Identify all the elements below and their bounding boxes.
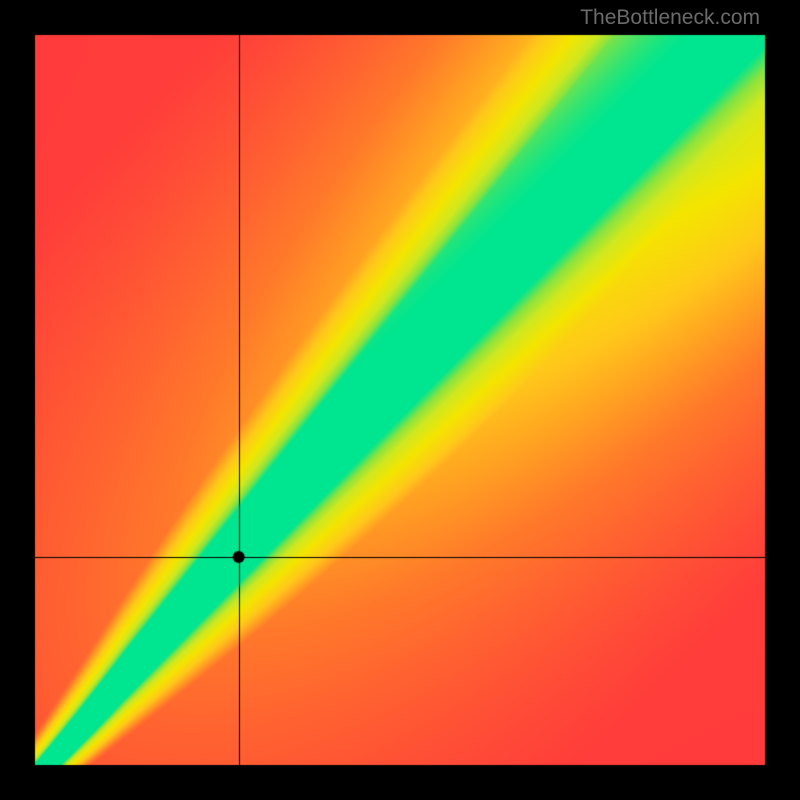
chart-container: TheBottleneck.com — [0, 0, 800, 800]
bottleneck-heatmap — [0, 0, 800, 800]
watermark-text: TheBottleneck.com — [580, 6, 760, 30]
